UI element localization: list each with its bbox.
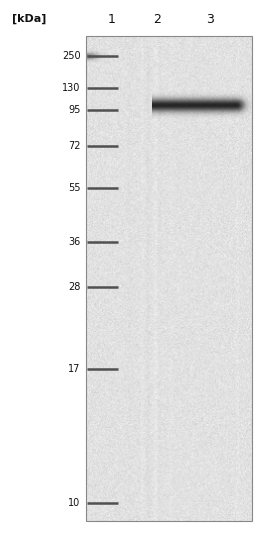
Text: 36: 36 xyxy=(68,237,81,247)
Text: 250: 250 xyxy=(62,51,81,61)
Text: 17: 17 xyxy=(68,364,81,374)
Text: 130: 130 xyxy=(62,83,81,93)
Text: [kDa]: [kDa] xyxy=(12,14,47,24)
Bar xyxy=(86,36,252,521)
Text: 95: 95 xyxy=(68,105,81,115)
Text: 2: 2 xyxy=(154,13,161,26)
Text: 3: 3 xyxy=(206,13,214,26)
Text: 55: 55 xyxy=(68,183,81,193)
Text: 72: 72 xyxy=(68,141,81,151)
Text: 1: 1 xyxy=(108,13,115,26)
Text: 10: 10 xyxy=(68,498,81,507)
Text: 28: 28 xyxy=(68,282,81,291)
